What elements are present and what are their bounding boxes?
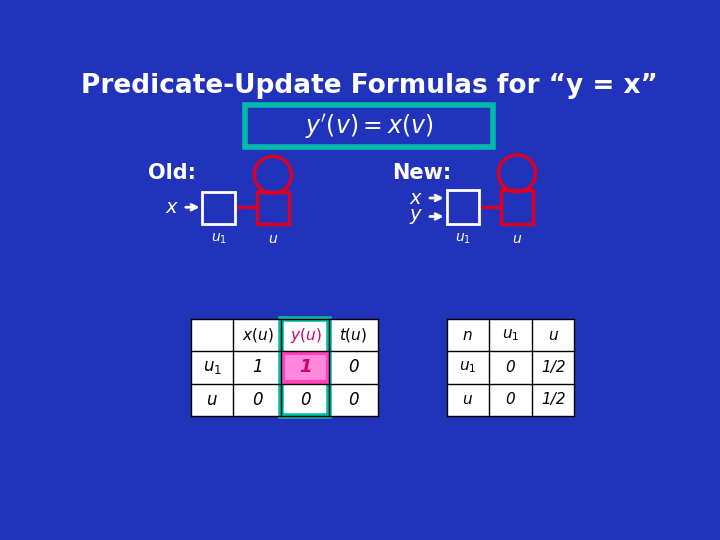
Text: $u$: $u$ — [268, 232, 278, 246]
Text: Predicate-Update Formulas for “y = x”: Predicate-Update Formulas for “y = x” — [81, 73, 657, 99]
Text: $x$: $x$ — [409, 188, 423, 207]
Text: $u$: $u$ — [548, 328, 559, 342]
Text: $y(u)$: $y(u)$ — [289, 326, 321, 345]
Bar — [500, 190, 534, 224]
Text: 1/2: 1/2 — [541, 392, 565, 407]
Text: 0: 0 — [300, 391, 311, 409]
Text: 0: 0 — [252, 391, 263, 409]
FancyBboxPatch shape — [245, 105, 493, 147]
Text: $x$: $x$ — [165, 198, 179, 217]
Bar — [282, 319, 330, 416]
Text: Old:: Old: — [148, 164, 196, 184]
Text: 0: 0 — [505, 392, 516, 407]
Text: 0: 0 — [505, 360, 516, 375]
Text: 1: 1 — [300, 359, 312, 376]
Bar — [256, 192, 289, 224]
Text: $u$: $u$ — [206, 391, 218, 409]
Bar — [446, 319, 575, 416]
Bar — [191, 319, 377, 416]
Text: $u$: $u$ — [462, 392, 473, 407]
Text: $u_1$: $u_1$ — [502, 327, 519, 343]
Text: 0: 0 — [348, 359, 359, 376]
Text: $x(u)$: $x(u)$ — [242, 326, 273, 344]
Text: 0: 0 — [348, 391, 359, 409]
Bar — [446, 190, 479, 224]
Bar — [202, 192, 235, 224]
Text: $u_1$: $u_1$ — [455, 232, 471, 246]
Text: New:: New: — [392, 164, 451, 184]
Text: 1: 1 — [252, 359, 263, 376]
Text: $n$: $n$ — [462, 328, 473, 342]
Text: $y$: $y$ — [409, 207, 423, 226]
Text: 1/2: 1/2 — [541, 360, 565, 375]
Text: $u_1$: $u_1$ — [202, 359, 222, 376]
Bar — [283, 353, 328, 382]
Text: $u_1$: $u_1$ — [211, 232, 227, 246]
Text: $u_1$: $u_1$ — [459, 360, 477, 375]
Text: $y'(v) = x(v)$: $y'(v) = x(v)$ — [305, 112, 433, 141]
Text: $t(u)$: $t(u)$ — [339, 326, 368, 344]
Text: $u$: $u$ — [512, 232, 522, 246]
